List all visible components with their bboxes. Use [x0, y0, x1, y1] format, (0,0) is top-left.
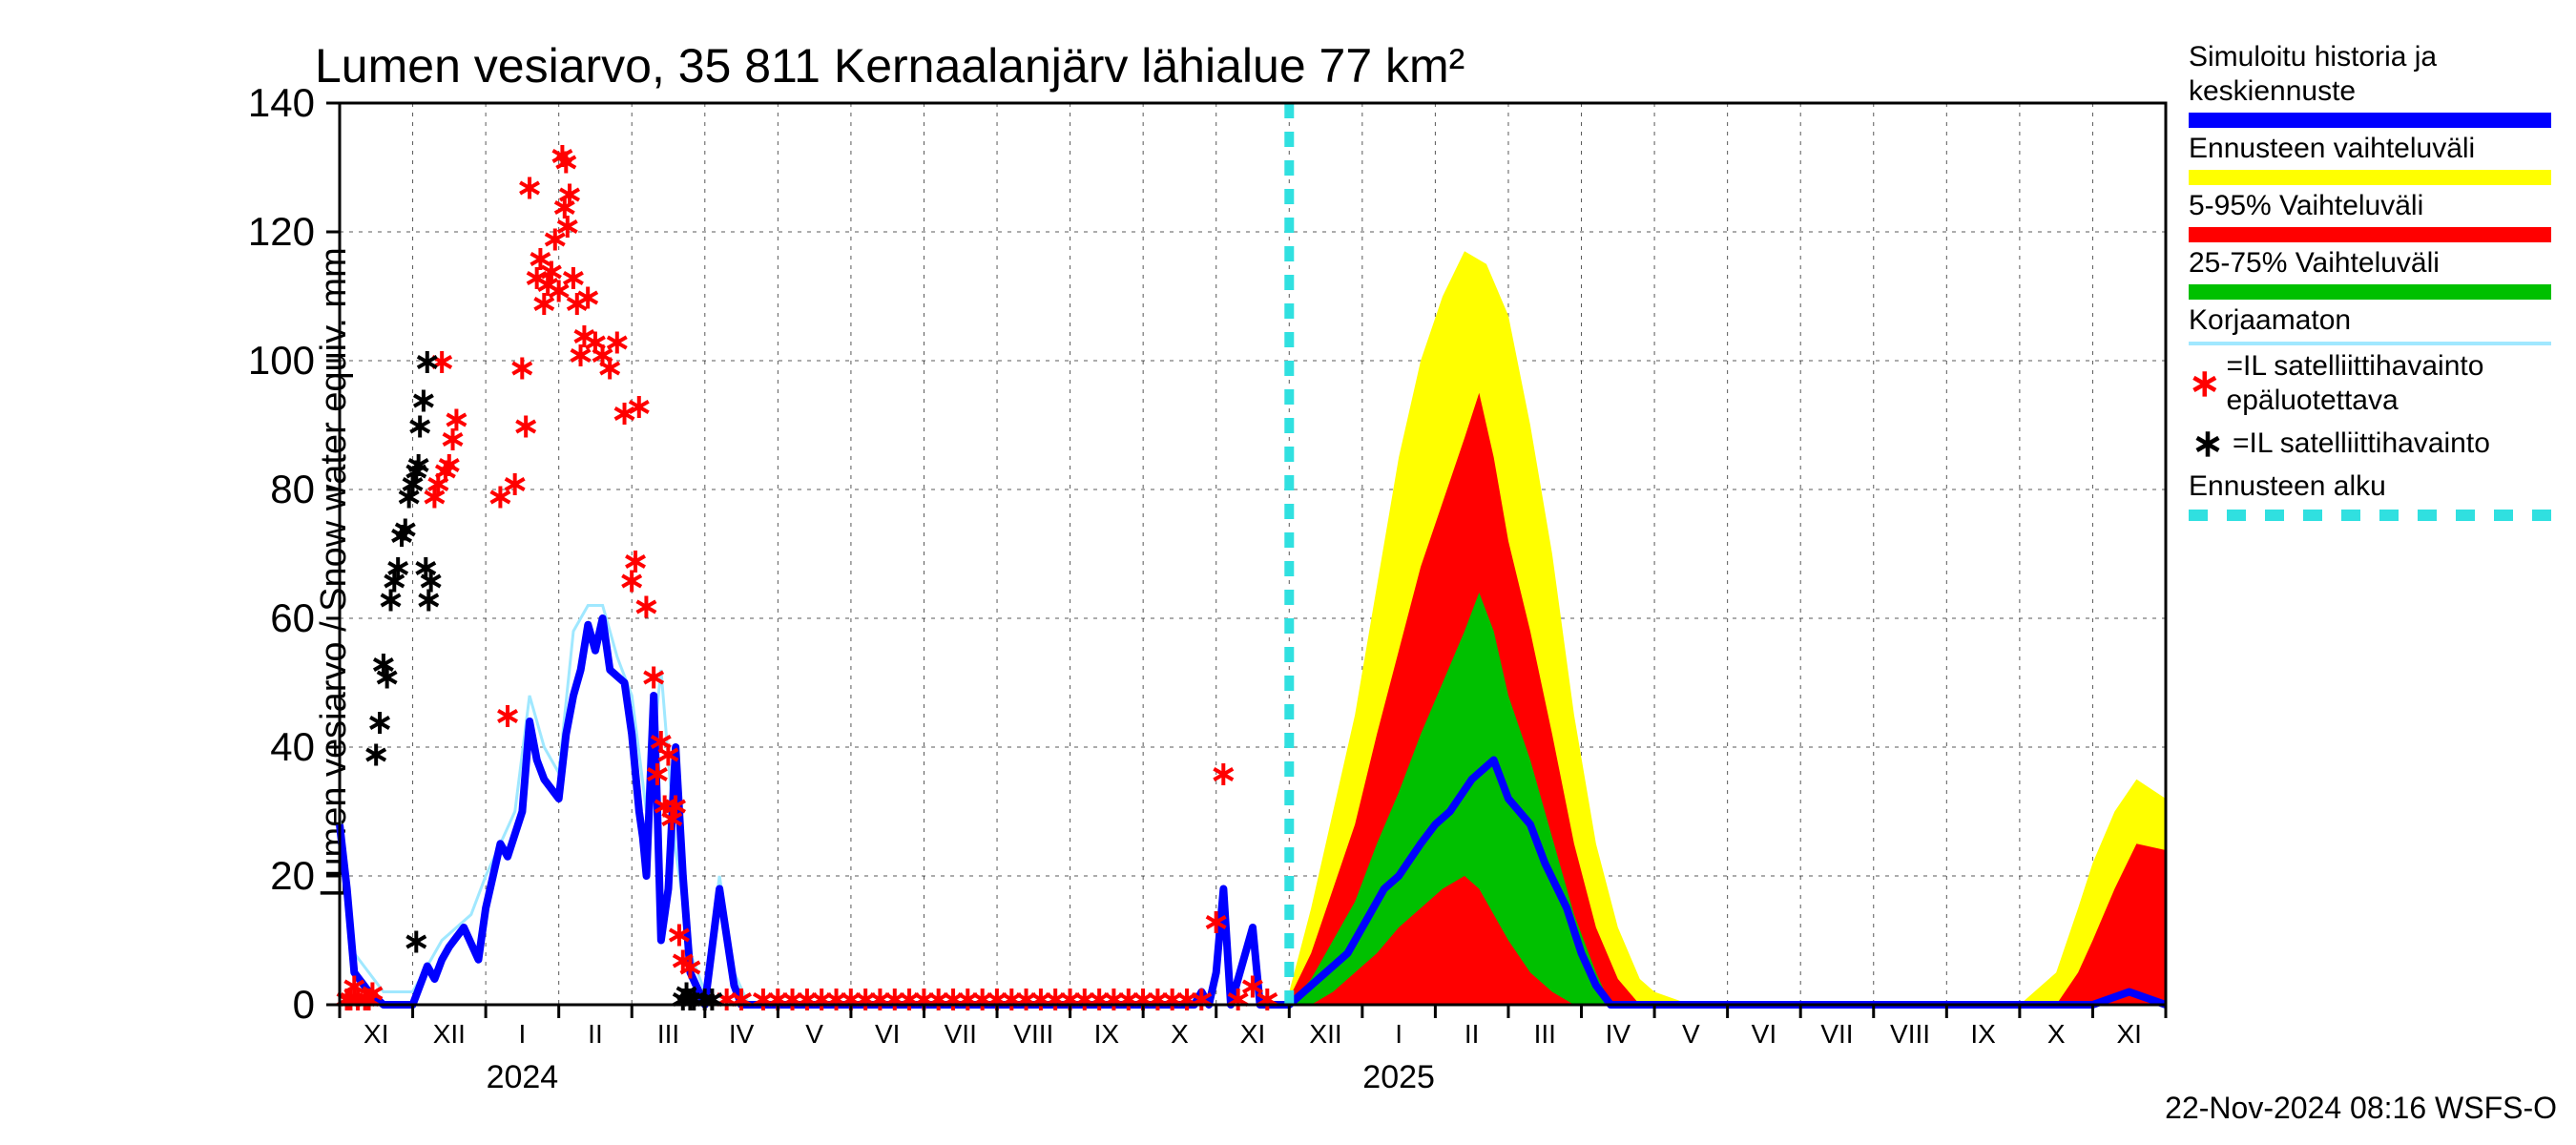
x-tick-label: VI — [875, 1019, 900, 1050]
x-tick-label: X — [2047, 1019, 2066, 1050]
svg-text:∗: ∗ — [391, 510, 419, 548]
y-tick-label: 0 — [293, 982, 315, 1028]
legend-item: ∗=IL satelliittihavainto — [2189, 422, 2570, 466]
svg-text:∗: ∗ — [661, 787, 689, 824]
legend-item: Korjaamaton — [2189, 303, 2570, 345]
x-tick-label: V — [1682, 1019, 1700, 1050]
year-label: 2025 — [1362, 1059, 1435, 1096]
y-tick-label: 120 — [248, 209, 315, 255]
svg-text:∗: ∗ — [633, 588, 660, 625]
y-tick-label: 80 — [270, 467, 315, 512]
svg-text:∗: ∗ — [625, 388, 653, 426]
plot-svg: ∗∗∗∗∗∗∗∗∗∗∗∗∗∗∗∗∗∗∗∗∗∗∗∗∗∗∗∗∗∗∗∗∗∗∗∗∗∗∗∗… — [340, 103, 2166, 1005]
legend-marker-icon: ∗ — [2189, 422, 2227, 466]
x-tick-label: V — [805, 1019, 823, 1050]
svg-text:∗: ∗ — [603, 323, 631, 361]
svg-text:∗: ∗ — [511, 407, 539, 445]
svg-text:∗: ∗ — [365, 703, 393, 740]
x-tick-label: XI — [364, 1019, 388, 1050]
x-tick-label: III — [1534, 1019, 1556, 1050]
legend-swatch — [2189, 342, 2551, 345]
x-tick-label: IX — [1970, 1019, 1995, 1050]
svg-text:∗: ∗ — [384, 549, 412, 586]
x-tick-label: II — [588, 1019, 603, 1050]
legend-swatch — [2189, 170, 2551, 185]
svg-text:∗: ∗ — [493, 697, 521, 735]
svg-text:∗: ∗ — [403, 923, 430, 960]
svg-text:∗: ∗ — [1254, 981, 1281, 1018]
svg-text:∗: ∗ — [639, 658, 667, 696]
legend-label: Korjaamaton — [2189, 303, 2570, 338]
svg-text:∗: ∗ — [373, 658, 401, 696]
x-tick-label: VII — [945, 1019, 977, 1050]
x-tick-label: I — [1395, 1019, 1402, 1050]
legend-label: =IL satelliittihavainto epäluotettava — [2227, 349, 2570, 418]
legend-label: Ennusteen vaihteluväli — [2189, 132, 2570, 166]
y-tick-label: 140 — [248, 80, 315, 126]
x-tick-label: VIII — [1013, 1019, 1053, 1050]
y-tick-label: 40 — [270, 724, 315, 770]
x-tick-label: III — [657, 1019, 679, 1050]
y-tick-label: 60 — [270, 595, 315, 641]
svg-text:∗: ∗ — [1202, 904, 1230, 941]
svg-text:∗: ∗ — [417, 562, 445, 599]
legend-item: Simuloitu historia ja keskiennuste — [2189, 40, 2570, 128]
chart-container: Lumen vesiarvo / Snow water equiv. mm Lu… — [0, 0, 2576, 1145]
x-tick-label: XI — [2116, 1019, 2141, 1050]
svg-text:∗: ∗ — [698, 981, 726, 1018]
year-label: 2024 — [487, 1059, 559, 1096]
x-tick-label: IX — [1094, 1019, 1119, 1050]
legend-swatch — [2189, 113, 2551, 128]
y-tick-label: 100 — [248, 338, 315, 384]
svg-text:∗: ∗ — [501, 466, 529, 503]
legend-swatch — [2189, 284, 2551, 300]
x-tick-label: VI — [1752, 1019, 1776, 1050]
x-tick-label: VIII — [1890, 1019, 1930, 1050]
svg-text:∗: ∗ — [553, 208, 581, 245]
svg-text:∗: ∗ — [654, 736, 682, 773]
svg-text:∗: ∗ — [413, 343, 441, 380]
x-tick-label: II — [1465, 1019, 1480, 1050]
legend-item: Ennusteen vaihteluväli — [2189, 132, 2570, 185]
svg-text:∗: ∗ — [1210, 755, 1237, 792]
x-tick-label: I — [519, 1019, 527, 1050]
svg-text:∗: ∗ — [621, 543, 649, 580]
x-tick-label: VII — [1820, 1019, 1853, 1050]
svg-text:∗: ∗ — [443, 401, 470, 438]
svg-text:∗: ∗ — [409, 382, 437, 419]
y-tick-label: 20 — [270, 853, 315, 899]
legend-marker-icon: ∗ — [2189, 362, 2221, 406]
legend-item: 5-95% Vaihteluväli — [2189, 189, 2570, 242]
x-tick-label: XII — [1309, 1019, 1341, 1050]
legend: Simuloitu historia ja keskiennuste Ennust… — [2189, 40, 2570, 525]
legend-label: 5-95% Vaihteluväli — [2189, 189, 2570, 223]
legend-item: Ennusteen alku — [2189, 469, 2570, 521]
plot-area: ∗∗∗∗∗∗∗∗∗∗∗∗∗∗∗∗∗∗∗∗∗∗∗∗∗∗∗∗∗∗∗∗∗∗∗∗∗∗∗∗… — [340, 103, 2166, 1005]
x-tick-label: IV — [1606, 1019, 1631, 1050]
svg-text:∗: ∗ — [1188, 981, 1215, 1018]
x-tick-label: X — [1171, 1019, 1189, 1050]
legend-dash-swatch — [2189, 510, 2551, 521]
svg-text:∗: ∗ — [405, 446, 432, 483]
svg-text:∗: ∗ — [515, 169, 543, 206]
x-tick-label: XII — [433, 1019, 466, 1050]
legend-label: =IL satelliittihavainto — [2233, 427, 2490, 461]
legend-item: ∗=IL satelliittihavainto epäluotettava — [2189, 349, 2570, 418]
legend-swatch — [2189, 227, 2551, 242]
x-tick-label: XI — [1240, 1019, 1265, 1050]
x-tick-label: IV — [729, 1019, 754, 1050]
svg-text:∗: ∗ — [363, 736, 390, 773]
legend-label: Ennusteen alku — [2189, 469, 2570, 504]
svg-text:∗: ∗ — [555, 176, 583, 213]
legend-label: Simuloitu historia ja keskiennuste — [2189, 40, 2570, 109]
svg-text:∗: ∗ — [574, 279, 602, 316]
svg-text:∗: ∗ — [509, 349, 536, 386]
footer-timestamp: 22-Nov-2024 08:16 WSFS-O — [2165, 1091, 2557, 1126]
legend-item: 25-75% Vaihteluväli — [2189, 246, 2570, 300]
legend-label: 25-75% Vaihteluväli — [2189, 246, 2570, 281]
chart-title: Lumen vesiarvo, 35 811 Kernaalanjärv läh… — [315, 38, 1465, 94]
